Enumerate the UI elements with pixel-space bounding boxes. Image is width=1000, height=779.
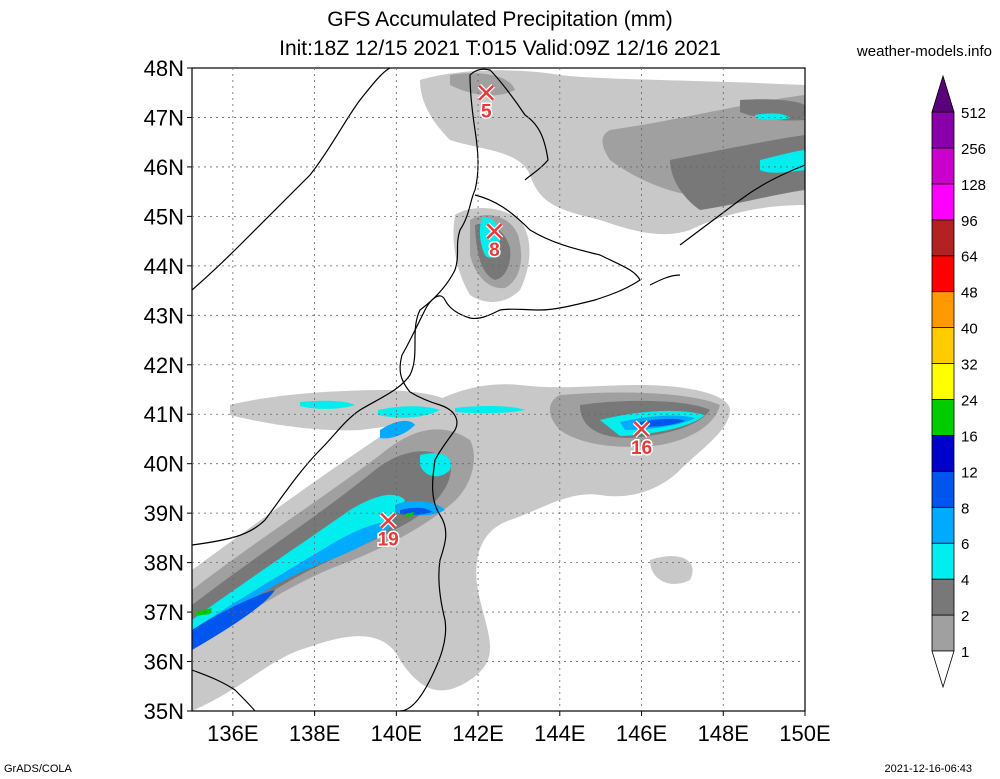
- precip-16mm-layer: [195, 512, 414, 616]
- legend-swatch: [931, 111, 955, 149]
- website-label: weather-models.info: [856, 43, 992, 60]
- legend-label: 96: [961, 213, 978, 230]
- legend-swatch: [931, 399, 955, 436]
- lat-label: 48N: [144, 56, 184, 81]
- legend-label: 8: [961, 500, 969, 517]
- legend-label: 6: [961, 536, 969, 553]
- legend-max-arrow: [931, 74, 955, 113]
- legend-label: 40: [961, 321, 978, 338]
- lon-label: 148E: [698, 721, 749, 746]
- max-marker: 8: [485, 222, 504, 263]
- legend-swatch: [931, 327, 955, 364]
- max-marker: 19: [376, 511, 400, 552]
- legend-swatch: [931, 506, 955, 544]
- coastlines: [192, 68, 805, 711]
- lat-label: 45N: [144, 204, 184, 229]
- legend-swatch: [931, 470, 955, 508]
- legend-swatch: [931, 291, 955, 328]
- legend-label: 512: [961, 105, 986, 122]
- lon-label: 150E: [779, 721, 830, 746]
- legend-label: 2: [961, 608, 969, 625]
- legend-swatch: [931, 578, 955, 616]
- legend-label: 32: [961, 357, 978, 374]
- lat-label: 43N: [144, 303, 184, 328]
- lat-label: 37N: [144, 600, 184, 625]
- legend-label: 64: [961, 249, 978, 266]
- lon-label: 138E: [289, 721, 340, 746]
- lat-label: 41N: [144, 402, 184, 427]
- lat-label: 35N: [144, 699, 184, 724]
- footer-software: GrADS/COLA: [4, 763, 72, 775]
- legend-swatch: [931, 363, 955, 400]
- lat-label: 42N: [144, 353, 184, 378]
- chart-subtitle: Init:18Z 12/15 2021 T:015 Valid:09Z 12/1…: [279, 37, 721, 60]
- lat-label: 47N: [144, 105, 184, 130]
- lat-label: 39N: [144, 501, 184, 526]
- legend-swatch: [931, 542, 955, 580]
- x-marker-icon: [380, 512, 397, 529]
- legend-label: 4: [961, 572, 969, 589]
- legend-swatch: [931, 147, 955, 185]
- marker-value: 8: [489, 240, 500, 261]
- lon-label: 136E: [207, 721, 258, 746]
- footer-timestamp: 2021-12-16-06:43: [884, 763, 972, 775]
- lat-label: 40N: [144, 452, 184, 477]
- lon-label: 146E: [616, 721, 667, 746]
- legend-label: 16: [961, 428, 978, 445]
- lat-label: 36N: [144, 650, 184, 675]
- lat-label: 38N: [144, 551, 184, 576]
- x-marker-icon: [633, 421, 650, 437]
- legend-swatch: [931, 183, 955, 221]
- marker-value: 19: [378, 530, 399, 551]
- x-marker-icon: [478, 84, 495, 101]
- legend-swatch: [931, 219, 955, 257]
- max-markers: 5 8 16 19: [376, 83, 654, 552]
- legend-label: 48: [961, 285, 978, 302]
- lon-label: 142E: [452, 721, 503, 746]
- legend-min-arrow: [931, 650, 955, 689]
- plot-frame: [187, 67, 806, 716]
- precip-12mm-layer: [192, 418, 685, 650]
- legend-label: 24: [961, 392, 978, 409]
- chart-title: GFS Accumulated Precipitation (mm): [327, 8, 673, 31]
- longitude-labels: 136E 138E 140E 142E 144E 146E 148E 150E: [207, 721, 831, 746]
- latitude-labels: 48N 47N 46N 45N 44N 43N 42N 41N 40N 39N 38N 37N 36N 3…: [144, 56, 184, 724]
- marker-value: 5: [481, 102, 492, 123]
- marker-value: 16: [631, 438, 652, 459]
- max-marker: 16: [629, 420, 654, 461]
- legend-swatch: [931, 255, 955, 293]
- lat-label: 44N: [144, 254, 184, 279]
- max-marker: 5: [477, 83, 496, 124]
- lat-label: 46N: [144, 155, 184, 180]
- legend-swatch: [931, 434, 955, 472]
- legend-label: 12: [961, 464, 978, 481]
- lon-label: 140E: [371, 721, 422, 746]
- x-marker-icon: [486, 223, 503, 240]
- lon-label: 144E: [534, 721, 585, 746]
- legend-label: 1: [961, 644, 969, 661]
- legend-swatch: [931, 614, 955, 652]
- legend-label: 256: [961, 141, 986, 158]
- precipitation-fields: [192, 70, 805, 711]
- legend-label: 128: [961, 177, 986, 194]
